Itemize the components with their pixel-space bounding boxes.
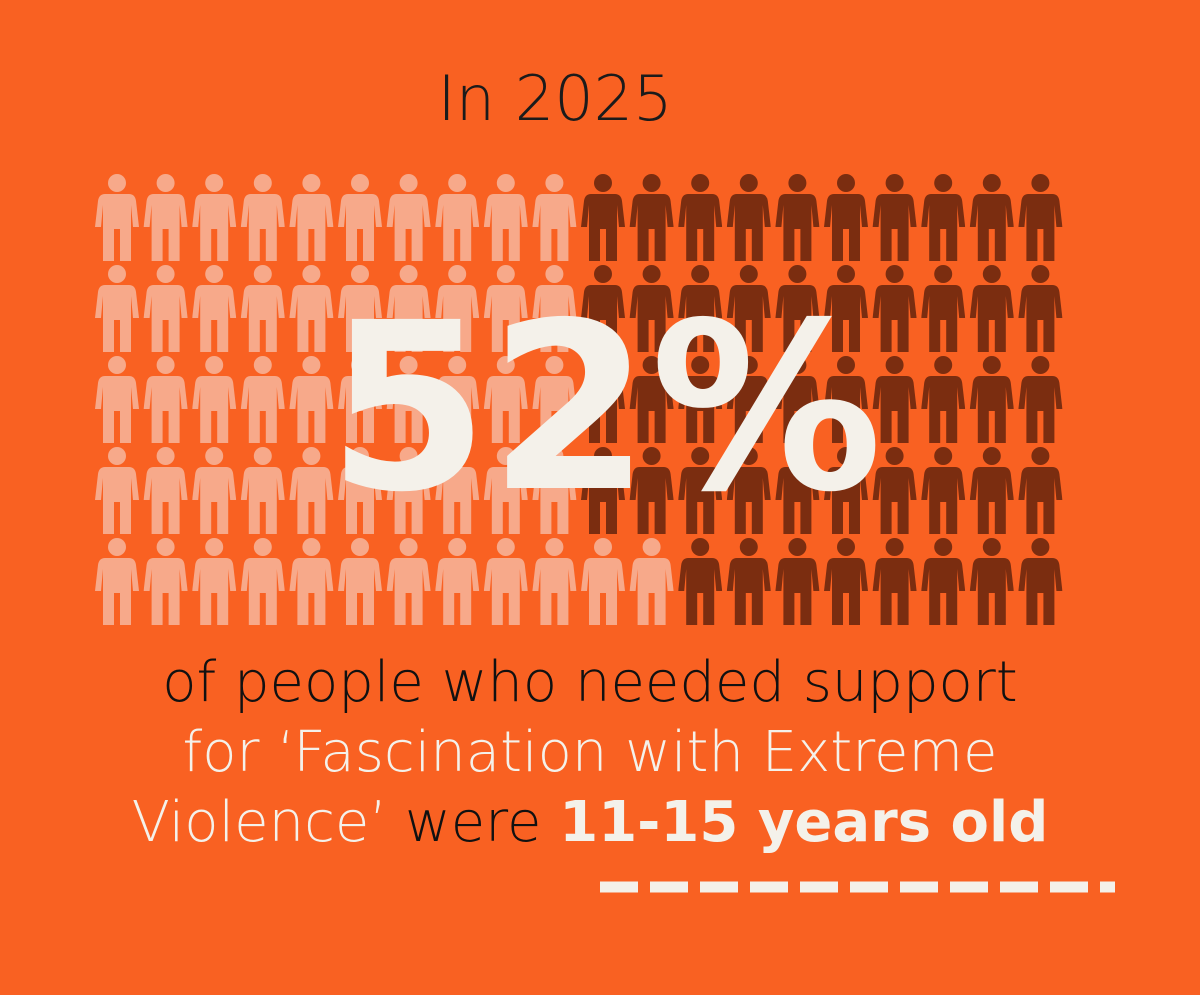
person-icon xyxy=(775,538,820,625)
person-icon xyxy=(969,356,1014,443)
person-icon xyxy=(240,538,285,625)
person-icon xyxy=(629,538,674,625)
person-icon xyxy=(386,174,431,261)
person-icon xyxy=(1018,447,1063,534)
person-icon xyxy=(872,538,917,625)
person-icon xyxy=(338,174,382,261)
person-icon xyxy=(289,538,334,625)
person-icon xyxy=(921,356,966,443)
person-icon xyxy=(192,447,237,534)
person-icon xyxy=(435,538,480,625)
person-icon xyxy=(872,174,917,261)
person-icon xyxy=(921,538,966,625)
person-icon xyxy=(629,174,674,261)
person-icon xyxy=(483,174,528,261)
person-icon xyxy=(240,356,285,443)
caption-text: Violence’ xyxy=(131,790,388,855)
person-icon xyxy=(95,174,139,261)
caption-text: of people who needed support xyxy=(162,650,1018,715)
person-icon xyxy=(1018,538,1063,625)
person-icon xyxy=(386,538,431,625)
caption-text: were xyxy=(387,790,560,855)
person-icon xyxy=(921,447,966,534)
person-icon xyxy=(1018,356,1063,443)
caption-line: Violence’ were 11-15 years old xyxy=(0,788,1180,858)
headline-value: 52% xyxy=(327,273,882,543)
person-icon xyxy=(581,538,625,625)
person-icon xyxy=(726,538,771,625)
caption-highlight: 11-15 years old xyxy=(559,790,1049,855)
person-icon xyxy=(143,356,188,443)
person-icon xyxy=(192,265,237,352)
person-icon xyxy=(192,356,237,443)
person-icon xyxy=(581,174,625,261)
person-icon xyxy=(969,265,1014,352)
person-icon xyxy=(969,538,1014,625)
person-icon xyxy=(240,265,285,352)
person-icon xyxy=(95,447,139,534)
person-icon xyxy=(95,265,139,352)
person-icon xyxy=(240,447,285,534)
person-icon xyxy=(435,174,480,261)
person-icon xyxy=(483,538,528,625)
person-icon xyxy=(143,447,188,534)
caption: of people who needed support for ‘Fascina… xyxy=(0,648,1180,858)
person-icon xyxy=(969,174,1014,261)
person-icon xyxy=(143,538,188,625)
person-icon xyxy=(338,538,382,625)
person-icon xyxy=(678,174,723,261)
person-icon xyxy=(726,174,771,261)
person-icon xyxy=(969,447,1014,534)
person-icon xyxy=(775,174,820,261)
person-icon xyxy=(921,265,966,352)
person-icon xyxy=(192,174,237,261)
caption-line: for ‘Fascination with Extreme xyxy=(0,718,1180,788)
person-icon xyxy=(532,538,577,625)
person-icon xyxy=(289,174,334,261)
caption-line: of people who needed support xyxy=(0,648,1180,718)
person-icon xyxy=(192,538,237,625)
person-icon xyxy=(678,538,723,625)
person-icon xyxy=(95,356,139,443)
person-icon xyxy=(921,174,966,261)
person-icon xyxy=(532,174,577,261)
person-icon xyxy=(1018,174,1063,261)
title: In 2025 xyxy=(437,62,673,135)
person-icon xyxy=(143,265,188,352)
person-icon xyxy=(95,538,139,625)
caption-text: for ‘Fascination with Extreme xyxy=(182,720,998,785)
person-icon xyxy=(824,174,868,261)
person-icon xyxy=(143,174,188,261)
person-icon xyxy=(824,538,868,625)
person-icon xyxy=(240,174,285,261)
person-icon xyxy=(1018,265,1063,352)
